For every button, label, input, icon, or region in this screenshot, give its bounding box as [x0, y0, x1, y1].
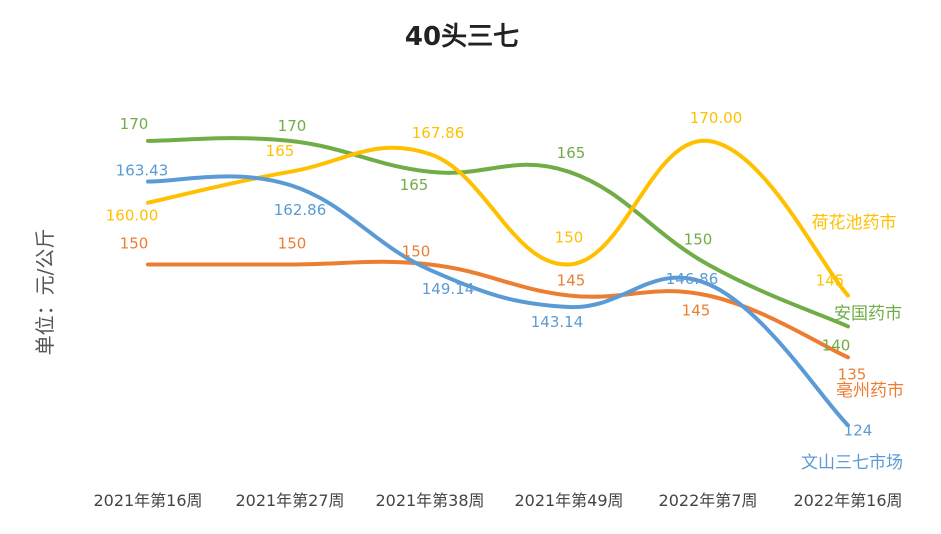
data-label: 170 — [278, 117, 307, 135]
x-tick-label: 2022年第7周 — [659, 491, 758, 510]
x-tick-label: 2021年第49周 — [514, 491, 623, 510]
data-label: 165 — [400, 176, 429, 194]
series-line — [146, 136, 850, 329]
x-tick-label: 2021年第27周 — [235, 491, 344, 510]
x-tick-label: 2021年第38周 — [375, 491, 484, 510]
data-label: 167.86 — [412, 124, 465, 142]
data-label: 145 — [682, 301, 711, 319]
series-line — [146, 174, 850, 428]
series-line — [146, 138, 850, 298]
series-name-label: 安国药市 — [834, 304, 902, 324]
x-axis-ticks: 2021年第16周 2021年第27周 2021年第38周 2021年第49周 2022… — [93, 491, 902, 510]
series-name-label: 文山三七市场 — [801, 453, 903, 473]
data-label: 145 — [557, 271, 586, 289]
chart-title: 40头三七 — [405, 22, 519, 52]
y-axis-label: 单位：元/公斤 — [33, 229, 57, 356]
data-label: 150 — [555, 229, 584, 247]
data-label: 150 — [684, 231, 713, 249]
x-tick-label: 2021年第16周 — [93, 491, 202, 510]
data-label: 165 — [557, 144, 586, 162]
data-label: 165 — [266, 142, 295, 160]
data-label: 150 — [278, 235, 307, 253]
series-line — [146, 259, 850, 360]
series-name-label: 亳州药市 — [836, 381, 904, 401]
data-label: 170 — [120, 115, 149, 133]
data-label: 149.14 — [422, 280, 475, 298]
data-label: 146.86 — [666, 270, 719, 288]
data-label: 160.00 — [106, 207, 159, 225]
data-label: 124 — [844, 421, 873, 439]
data-label: 150 — [402, 243, 431, 261]
series-lines — [146, 136, 850, 428]
series-name-label: 荷花池药市 — [812, 213, 897, 233]
x-tick-label: 2022年第16周 — [793, 491, 902, 510]
data-label: 145 — [816, 271, 845, 289]
data-labels: 160.00 165 167.86 150 170.00 145 170 170 165 165 1… — [106, 109, 873, 439]
data-label: 150 — [120, 235, 149, 253]
data-label: 170.00 — [690, 109, 743, 127]
data-label: 140 — [822, 336, 851, 354]
data-label: 162.86 — [274, 201, 327, 219]
data-label: 135 — [838, 365, 867, 383]
data-label: 143.14 — [531, 313, 584, 331]
data-label: 163.43 — [116, 162, 169, 180]
